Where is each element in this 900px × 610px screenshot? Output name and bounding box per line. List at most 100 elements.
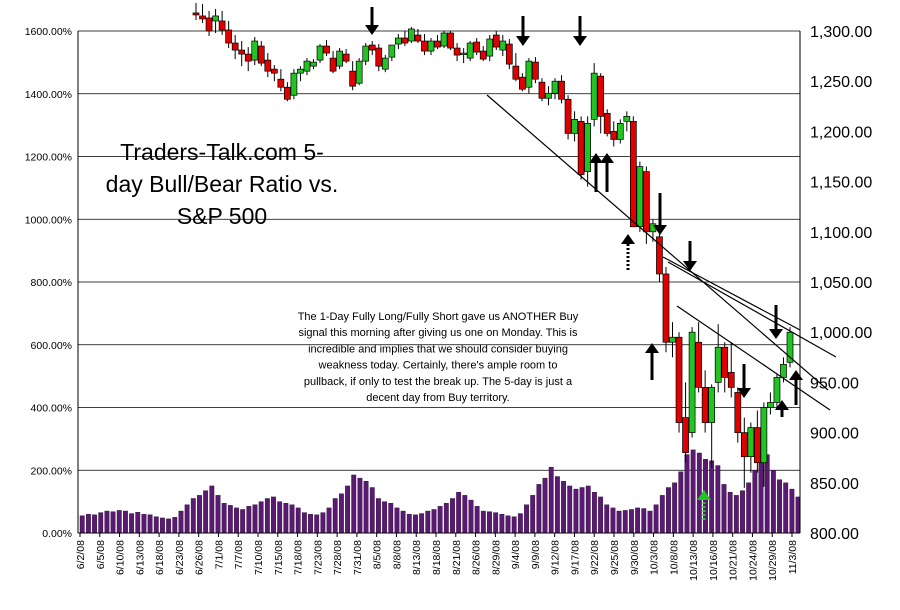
ratio-bar-45 xyxy=(357,477,363,534)
x-tick-label-17: 8/13/08 xyxy=(411,540,423,575)
candle-body-12 xyxy=(270,68,278,74)
candle-body-58 xyxy=(571,119,578,134)
ratio-bar-4 xyxy=(104,510,110,534)
candle-body-45 xyxy=(486,38,494,57)
candle-body-90 xyxy=(780,363,787,378)
candle-body-62 xyxy=(597,75,605,117)
ratio-bar-9 xyxy=(135,512,141,534)
candle-body-15 xyxy=(290,72,298,96)
annotation-line-0: The 1-Day Fully Long/Fully Short gave us… xyxy=(298,311,579,323)
down-arrow-6-head xyxy=(769,329,783,339)
x-tick-label-21: 8/29/08 xyxy=(490,540,502,575)
candle-body-14 xyxy=(284,86,291,100)
candle-body-7 xyxy=(238,49,246,55)
ratio-bar-35 xyxy=(295,507,301,534)
ratio-bar-82 xyxy=(585,485,591,534)
ratio-bar-72 xyxy=(524,504,529,534)
left-tick-label-6: 1200.00% xyxy=(25,152,72,164)
ratio-bar-106 xyxy=(733,495,739,534)
ratio-bar-52 xyxy=(400,510,406,534)
ratio-bar-71 xyxy=(517,513,523,534)
candle-body-56 xyxy=(558,80,565,100)
candle-body-69 xyxy=(643,171,650,233)
candle-body-85 xyxy=(747,427,755,458)
left-tick-label-2: 400.00% xyxy=(31,403,72,415)
x-tick-label-0: 6/2/08 xyxy=(75,540,87,569)
ratio-bar-99 xyxy=(690,449,696,534)
right-tick-label-10: 1,300.00 xyxy=(810,24,872,41)
up-arrow-green xyxy=(697,490,711,520)
right-tick-label-4: 1,000.00 xyxy=(810,325,872,342)
candle-body-37 xyxy=(434,40,441,48)
up-arrow-3-head xyxy=(775,400,789,410)
ratio-bar-51 xyxy=(394,507,400,534)
candle-body-50 xyxy=(519,76,526,90)
x-tick-label-16: 8/8/08 xyxy=(391,540,403,569)
ratio-bar-107 xyxy=(740,490,745,534)
ratio-bar-32 xyxy=(277,501,283,534)
ratio-bar-97 xyxy=(678,471,684,534)
ratio-bar-49 xyxy=(382,501,388,534)
candle-body-10 xyxy=(257,45,265,64)
candle-body-75 xyxy=(682,417,689,454)
candle-body-52 xyxy=(532,61,539,80)
candle-body-28 xyxy=(375,47,383,67)
candle-body-24 xyxy=(349,70,357,87)
right-tick-label-2: 900.00 xyxy=(810,426,859,443)
ratio-bar-76 xyxy=(548,466,554,534)
x-tick-label-3: 6/13/08 xyxy=(134,540,146,575)
ratio-bar-114 xyxy=(783,482,789,534)
x-tick-label-22: 9/4/08 xyxy=(510,540,522,569)
candle-body-82 xyxy=(727,372,735,388)
ratio-bar-92 xyxy=(647,510,653,534)
ratio-bar-94 xyxy=(659,495,665,534)
x-tick-label-14: 7/31/08 xyxy=(352,540,364,575)
down-arrow-6 xyxy=(769,305,783,339)
candle-body-11 xyxy=(264,59,272,72)
ratio-bar-63 xyxy=(468,499,474,534)
candle-body-19 xyxy=(316,45,324,61)
trend-line-2 xyxy=(676,305,831,411)
ratio-bar-89 xyxy=(629,509,634,534)
x-tick-label-30: 10/8/08 xyxy=(668,540,680,575)
ratio-bar-50 xyxy=(388,502,394,534)
ratio-bar-42 xyxy=(338,493,344,534)
ratio-bar-5 xyxy=(110,511,116,534)
candle-body-88 xyxy=(767,402,774,408)
up-arrow-dotted xyxy=(621,234,635,270)
candle-body-26 xyxy=(362,45,370,62)
candle-body-1 xyxy=(199,15,206,20)
x-tick-label-7: 7/1/08 xyxy=(213,540,225,569)
ratio-bar-95 xyxy=(666,487,671,534)
right-tick-label-5: 1,050.00 xyxy=(810,275,872,292)
ratio-bar-87 xyxy=(616,510,622,534)
candle-body-36 xyxy=(427,40,435,52)
candle-body-67 xyxy=(629,121,637,228)
down-arrow-0 xyxy=(365,7,379,35)
ratio-bar-110 xyxy=(758,462,764,534)
up-arrow-0 xyxy=(589,153,603,192)
ratio-bar-38 xyxy=(314,514,320,534)
candle-body-57 xyxy=(564,98,572,134)
ratio-bar-30 xyxy=(264,498,270,534)
left-tick-label-0: 0.00% xyxy=(42,528,72,540)
ratio-bar-98 xyxy=(684,454,690,534)
candle-body-18 xyxy=(310,61,317,67)
candle-body-5 xyxy=(225,29,232,44)
ratio-bar-56 xyxy=(425,510,431,534)
ratio-bar-67 xyxy=(493,512,499,534)
candle-body-23 xyxy=(342,53,350,62)
left-tick-label-4: 800.00% xyxy=(31,277,72,289)
right-tick-label-3: 950.00 xyxy=(810,375,859,392)
candle-body-2 xyxy=(205,17,213,32)
x-tick-label-9: 7/10/08 xyxy=(253,540,265,575)
ratio-bar-26 xyxy=(240,509,246,534)
down-arrow-1 xyxy=(516,16,530,46)
x-tick-label-19: 8/21/08 xyxy=(451,540,463,575)
candle-body-49 xyxy=(512,65,520,80)
candle-body-22 xyxy=(336,50,343,67)
candle-body-68 xyxy=(636,166,644,228)
candle-body-38 xyxy=(440,32,448,47)
candle-body-73 xyxy=(669,336,676,343)
x-tick-label-31: 10/13/08 xyxy=(688,540,700,581)
